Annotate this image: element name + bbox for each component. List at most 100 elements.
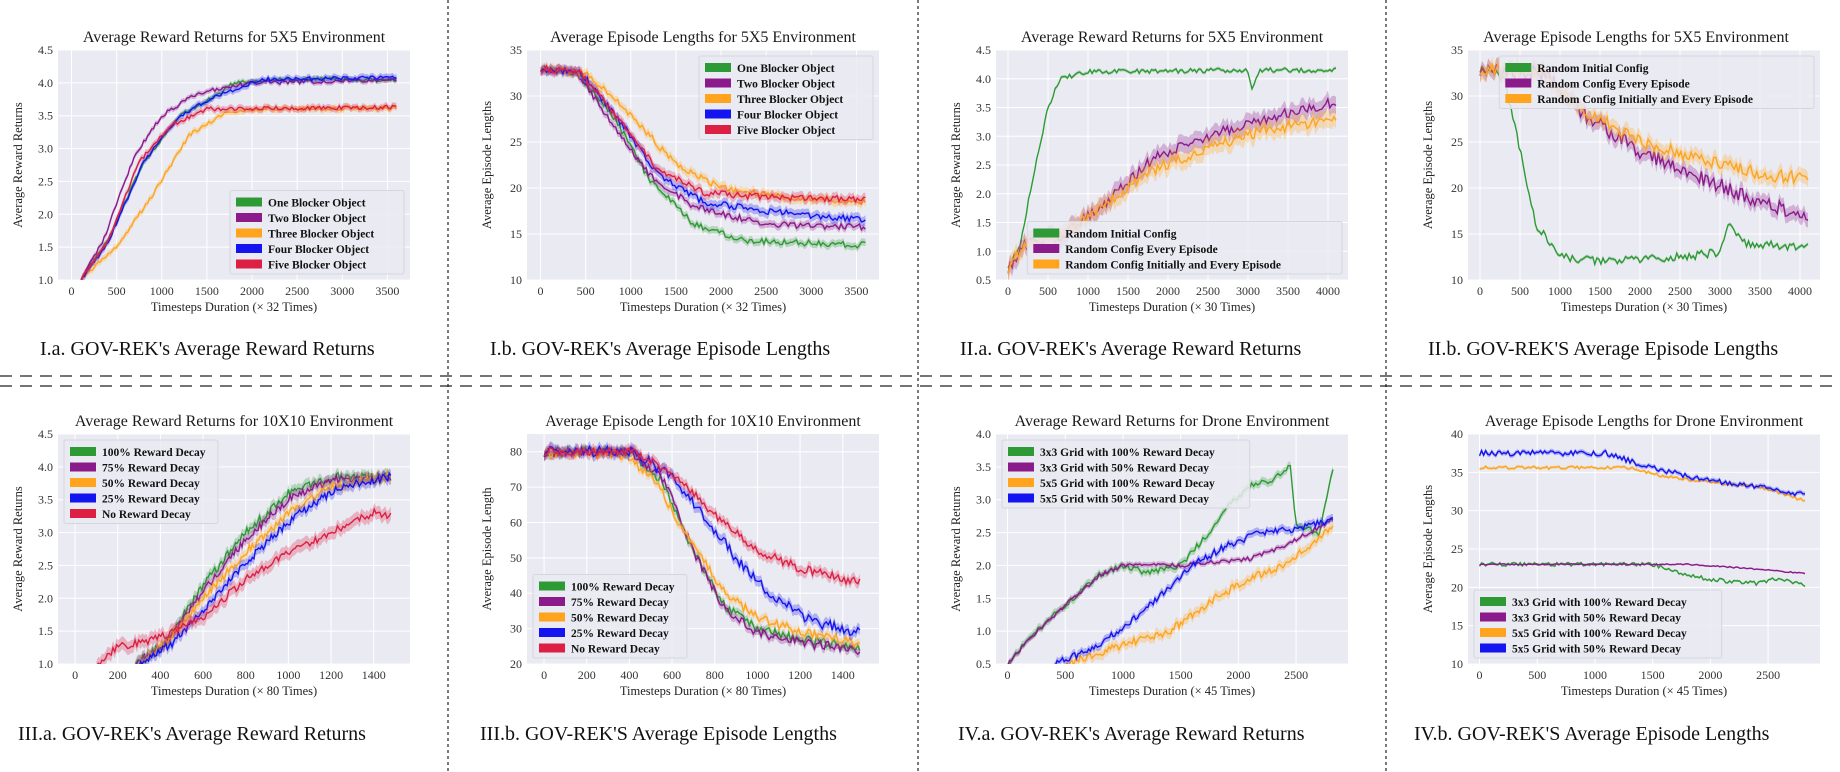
legend-label: 75% Reward Decay bbox=[102, 463, 200, 475]
legend-swatch bbox=[1008, 462, 1034, 472]
legend-label: No Reward Decay bbox=[102, 509, 191, 521]
x-tick-label: 2500 bbox=[754, 284, 778, 298]
legend-swatch bbox=[70, 447, 96, 456]
x-tick-label: 1000 bbox=[150, 284, 174, 298]
chart-title: Average Episode Lengths for 5X5 Environm… bbox=[1483, 29, 1789, 46]
x-tick-label: 2500 bbox=[1668, 284, 1692, 298]
legend-swatch bbox=[1480, 612, 1506, 622]
legend-swatch bbox=[539, 612, 565, 622]
x-tick-label: 2000 bbox=[240, 284, 264, 298]
x-tick-label: 1000 bbox=[619, 284, 643, 298]
x-axis-label: Timesteps Duration (× 45 Times) bbox=[1089, 684, 1255, 698]
y-tick-label: 1.0 bbox=[976, 624, 991, 638]
x-tick-label: 1200 bbox=[319, 668, 343, 682]
legend: 3x3 Grid with 100% Reward Decay 3x3 Grid … bbox=[1473, 589, 1723, 659]
legend-label: 100% Reward Decay bbox=[102, 447, 206, 459]
x-tick-label: 0 bbox=[69, 284, 75, 298]
y-tick-label: 1.0 bbox=[976, 244, 991, 258]
x-tick-label: 1000 bbox=[1111, 668, 1135, 682]
y-tick-label: 20 bbox=[510, 657, 522, 671]
x-tick-label: 0 bbox=[1005, 668, 1011, 682]
x-tick-label: 800 bbox=[237, 668, 255, 682]
x-tick-label: 600 bbox=[663, 668, 681, 682]
series-line-0 bbox=[1478, 561, 1806, 588]
series-band-3 bbox=[544, 441, 860, 641]
x-tick-label: 500 bbox=[1039, 284, 1057, 298]
legend-label: 3x3 Grid with 50% Reward Decay bbox=[1040, 463, 1209, 475]
x-tick-label: 1400 bbox=[362, 668, 386, 682]
series-line-3 bbox=[1055, 517, 1334, 664]
legend-swatch bbox=[1033, 244, 1060, 253]
panel-caption: IV.a. GOV-REK's Average Reward Returns bbox=[958, 723, 1305, 745]
y-tick-label: 2.0 bbox=[976, 558, 991, 572]
x-tick-label: 3500 bbox=[1748, 284, 1772, 298]
legend-swatch bbox=[539, 581, 565, 591]
y-tick-label: 70 bbox=[510, 480, 522, 494]
y-tick-label: 25 bbox=[1451, 542, 1463, 556]
y-tick-label: 10 bbox=[510, 273, 522, 287]
legend-label: 3x3 Grid with 100% Reward Decay bbox=[1040, 447, 1215, 459]
x-axis-label: Timesteps Duration (× 32 Times) bbox=[620, 300, 786, 314]
x-tick-label: 3500 bbox=[375, 284, 399, 298]
y-tick-label: 20 bbox=[1451, 181, 1463, 195]
legend-swatch bbox=[70, 478, 96, 487]
legend-swatch bbox=[1033, 259, 1060, 269]
legend-label: 5x5 Grid with 100% Reward Decay bbox=[1512, 628, 1687, 640]
x-axis-label: Timesteps Duration (× 30 Times) bbox=[1089, 300, 1255, 314]
y-tick-label: 35 bbox=[1451, 465, 1463, 479]
legend-swatch bbox=[1505, 63, 1532, 72]
y-axis-label: Average Reward Returns bbox=[949, 102, 963, 228]
y-tick-label: 80 bbox=[510, 445, 522, 459]
legend-swatch bbox=[1480, 643, 1506, 653]
y-axis-label: Average Episode Length bbox=[480, 487, 494, 611]
series-band-4 bbox=[544, 442, 860, 590]
y-tick-label: 2.5 bbox=[976, 526, 991, 540]
y-tick-label: 10 bbox=[1451, 657, 1463, 671]
legend-swatch bbox=[236, 213, 262, 222]
legend-label: 5x5 Grid with 100% Reward Decay bbox=[1040, 478, 1215, 490]
legend: 100% Reward Decay 75% Reward Decay 50% Rew… bbox=[532, 574, 688, 659]
x-tick-label: 400 bbox=[620, 668, 638, 682]
y-tick-label: 40 bbox=[510, 586, 522, 600]
legend-swatch bbox=[705, 125, 731, 134]
x-tick-label: 2500 bbox=[1284, 668, 1308, 682]
chart-panel-IVa: 0 500 1000 1500 2000 2500 0.5 1.0 1.5 2.0 2.5 3.0 3.… bbox=[949, 413, 1348, 745]
x-tick-label: 1200 bbox=[788, 668, 812, 682]
chart-title: Average Episode Length for 10X10 Environ… bbox=[545, 413, 861, 430]
legend-swatch bbox=[1008, 478, 1034, 487]
chart-title: Average Reward Returns for 5X5 Environme… bbox=[83, 29, 386, 46]
series-line-4 bbox=[540, 64, 866, 204]
x-tick-label: 1500 bbox=[1588, 284, 1612, 298]
legend-box bbox=[532, 574, 688, 659]
y-axis-label: Average Reward Returns bbox=[11, 486, 25, 612]
y-tick-label: 2.5 bbox=[38, 558, 53, 572]
legend: Random Initial Config Random Config Every… bbox=[1498, 55, 1815, 109]
y-tick-label: 35 bbox=[510, 43, 522, 57]
legend-swatch bbox=[236, 244, 262, 253]
legend-swatch bbox=[1033, 228, 1060, 238]
x-tick-label: 2500 bbox=[1756, 668, 1780, 682]
series-line-0 bbox=[1007, 66, 1337, 269]
legend-swatch bbox=[705, 109, 731, 119]
x-axis-label: Timesteps Duration (× 80 Times) bbox=[620, 684, 786, 698]
y-tick-label: 4.5 bbox=[38, 427, 53, 441]
series-line-2 bbox=[80, 105, 398, 280]
chart-panel-IIa: 0 500 1000 1500 2000 2500 3000 3500 4000 0.5 1.0 1.… bbox=[949, 29, 1348, 360]
chart-title: Average Episode Lengths for 5X5 Environm… bbox=[550, 29, 856, 46]
x-tick-label: 1000 bbox=[1076, 284, 1100, 298]
legend-label: 50% Reward Decay bbox=[571, 613, 669, 625]
panel-caption: I.b. GOV-REK's Average Episode Lengths bbox=[490, 338, 830, 360]
legend-swatch bbox=[539, 597, 565, 606]
series-line-2 bbox=[539, 66, 867, 206]
legend-label: Four Blocker Object bbox=[268, 244, 369, 256]
y-tick-label: 15 bbox=[1451, 227, 1463, 241]
x-tick-label: 3000 bbox=[799, 284, 823, 298]
x-axis-label: Timesteps Duration (× 45 Times) bbox=[1561, 684, 1727, 698]
chart-panel-IVb: 0 500 1000 1500 2000 2500 10 15 20 25 30 35 40 3x3 Gr… bbox=[1414, 413, 1820, 745]
y-tick-label: 30 bbox=[1451, 89, 1463, 103]
y-axis-label: Average Episode Lengths bbox=[480, 101, 494, 229]
x-tick-label: 400 bbox=[151, 668, 169, 682]
y-tick-label: 2.0 bbox=[38, 207, 53, 221]
series-line-3 bbox=[543, 444, 861, 637]
